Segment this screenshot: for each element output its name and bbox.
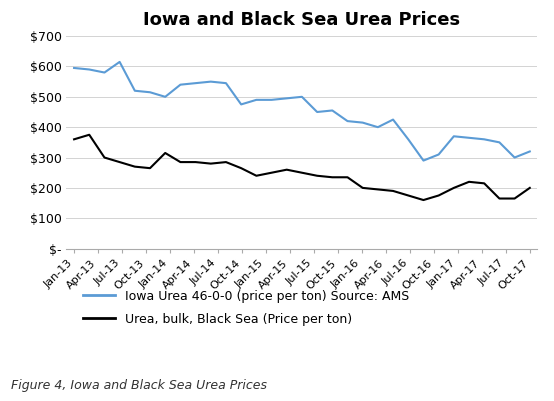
Iowa Urea 46-0-0 (price per ton) Source: AMS: (1, 590): AMS: (1, 590) — [86, 67, 93, 72]
Iowa Urea 46-0-0 (price per ton) Source: AMS: (20, 400): AMS: (20, 400) — [375, 125, 381, 130]
Iowa Urea 46-0-0 (price per ton) Source: AMS: (7, 540): AMS: (7, 540) — [177, 82, 184, 87]
Iowa Urea 46-0-0 (price per ton) Source: AMS: (8, 545): AMS: (8, 545) — [192, 81, 199, 85]
Urea, bulk, Black Sea (Price per ton) — [299, 170, 305, 175]
Urea, bulk, Black Sea (Price per ton) — [526, 186, 533, 190]
Iowa Urea 46-0-0 (price per ton) Source: AMS: (2, 580): AMS: (2, 580) — [101, 70, 108, 75]
Urea, bulk, Black Sea (Price per ton) — [238, 166, 244, 170]
Urea, bulk, Black Sea (Price per ton) — [466, 179, 473, 184]
Iowa Urea 46-0-0 (price per ton) Source: AMS: (19, 415): AMS: (19, 415) — [360, 120, 366, 125]
Iowa Urea 46-0-0 (price per ton) Source: AMS: (26, 365): AMS: (26, 365) — [466, 136, 473, 140]
Iowa Urea 46-0-0 (price per ton) Source: AMS: (22, 360): AMS: (22, 360) — [405, 137, 412, 142]
Urea, bulk, Black Sea (Price per ton) — [223, 160, 229, 164]
Iowa Urea 46-0-0 (price per ton) Source: AMS: (9, 550): AMS: (9, 550) — [207, 79, 214, 84]
Iowa Urea 46-0-0 (price per ton) Source: AMS: (5, 515): AMS: (5, 515) — [147, 90, 153, 95]
Text: Figure 4, Iowa and Black Sea Urea Prices: Figure 4, Iowa and Black Sea Urea Prices — [11, 379, 267, 392]
Urea, bulk, Black Sea (Price per ton) — [435, 193, 442, 198]
Urea, bulk, Black Sea (Price per ton) — [101, 155, 108, 160]
Iowa Urea 46-0-0 (price per ton) Source: AMS: (10, 545): AMS: (10, 545) — [223, 81, 229, 85]
Urea, bulk, Black Sea (Price per ton) — [450, 186, 457, 190]
Iowa Urea 46-0-0 (price per ton) Source: AMS: (30, 320): AMS: (30, 320) — [526, 149, 533, 154]
Urea, bulk, Black Sea (Price per ton) — [177, 160, 184, 164]
Iowa Urea 46-0-0 (price per ton) Source: AMS: (0, 595): AMS: (0, 595) — [71, 65, 78, 70]
Urea, bulk, Black Sea (Price per ton) — [253, 173, 260, 178]
Iowa Urea 46-0-0 (price per ton) Source: AMS: (14, 495): AMS: (14, 495) — [284, 96, 290, 101]
Iowa Urea 46-0-0 (price per ton) Source: AMS: (21, 425): AMS: (21, 425) — [390, 117, 397, 122]
Iowa Urea 46-0-0 (price per ton) Source: AMS: (11, 475): AMS: (11, 475) — [238, 102, 244, 107]
Urea, bulk, Black Sea (Price per ton) — [116, 160, 123, 164]
Line: Urea, bulk, Black Sea (Price per ton): Urea, bulk, Black Sea (Price per ton) — [74, 135, 530, 200]
Urea, bulk, Black Sea (Price per ton) — [420, 198, 427, 203]
Legend: Iowa Urea 46-0-0 (price per ton) Source: AMS, Urea, bulk, Black Sea (Price per t: Iowa Urea 46-0-0 (price per ton) Source:… — [78, 285, 414, 330]
Iowa Urea 46-0-0 (price per ton) Source: AMS: (17, 455): AMS: (17, 455) — [329, 108, 336, 113]
Urea, bulk, Black Sea (Price per ton) — [314, 173, 320, 178]
Urea, bulk, Black Sea (Price per ton) — [390, 188, 397, 193]
Line: Iowa Urea 46-0-0 (price per ton) Source: AMS: Iowa Urea 46-0-0 (price per ton) Source:… — [74, 62, 530, 160]
Urea, bulk, Black Sea (Price per ton) — [344, 175, 351, 180]
Urea, bulk, Black Sea (Price per ton) — [329, 175, 336, 180]
Urea, bulk, Black Sea (Price per ton) — [496, 196, 502, 201]
Urea, bulk, Black Sea (Price per ton) — [147, 166, 153, 170]
Iowa Urea 46-0-0 (price per ton) Source: AMS: (13, 490): AMS: (13, 490) — [268, 97, 275, 102]
Iowa Urea 46-0-0 (price per ton) Source: AMS: (23, 290): AMS: (23, 290) — [420, 158, 427, 163]
Urea, bulk, Black Sea (Price per ton) — [207, 161, 214, 166]
Iowa Urea 46-0-0 (price per ton) Source: AMS: (28, 350): AMS: (28, 350) — [496, 140, 502, 145]
Iowa Urea 46-0-0 (price per ton) Source: AMS: (27, 360): AMS: (27, 360) — [481, 137, 488, 142]
Urea, bulk, Black Sea (Price per ton) — [360, 186, 366, 190]
Urea, bulk, Black Sea (Price per ton) — [86, 132, 93, 137]
Urea, bulk, Black Sea (Price per ton) — [71, 137, 78, 142]
Urea, bulk, Black Sea (Price per ton) — [268, 170, 275, 175]
Iowa Urea 46-0-0 (price per ton) Source: AMS: (25, 370): AMS: (25, 370) — [450, 134, 457, 139]
Urea, bulk, Black Sea (Price per ton) — [511, 196, 518, 201]
Iowa Urea 46-0-0 (price per ton) Source: AMS: (29, 300): AMS: (29, 300) — [511, 155, 518, 160]
Iowa Urea 46-0-0 (price per ton) Source: AMS: (24, 310): AMS: (24, 310) — [435, 152, 442, 157]
Urea, bulk, Black Sea (Price per ton) — [162, 150, 168, 155]
Urea, bulk, Black Sea (Price per ton) — [375, 187, 381, 192]
Iowa Urea 46-0-0 (price per ton) Source: AMS: (16, 450): AMS: (16, 450) — [314, 109, 320, 114]
Iowa Urea 46-0-0 (price per ton) Source: AMS: (15, 500): AMS: (15, 500) — [299, 94, 305, 99]
Iowa Urea 46-0-0 (price per ton) Source: AMS: (12, 490): AMS: (12, 490) — [253, 97, 260, 102]
Iowa Urea 46-0-0 (price per ton) Source: AMS: (18, 420): AMS: (18, 420) — [344, 119, 351, 124]
Urea, bulk, Black Sea (Price per ton) — [284, 167, 290, 172]
Iowa Urea 46-0-0 (price per ton) Source: AMS: (4, 520): AMS: (4, 520) — [131, 88, 138, 93]
Urea, bulk, Black Sea (Price per ton) — [192, 160, 199, 164]
Urea, bulk, Black Sea (Price per ton) — [405, 193, 412, 198]
Title: Iowa and Black Sea Urea Prices: Iowa and Black Sea Urea Prices — [143, 11, 460, 29]
Urea, bulk, Black Sea (Price per ton) — [131, 164, 138, 169]
Iowa Urea 46-0-0 (price per ton) Source: AMS: (3, 615): AMS: (3, 615) — [116, 59, 123, 64]
Iowa Urea 46-0-0 (price per ton) Source: AMS: (6, 500): AMS: (6, 500) — [162, 94, 168, 99]
Urea, bulk, Black Sea (Price per ton) — [481, 181, 488, 186]
